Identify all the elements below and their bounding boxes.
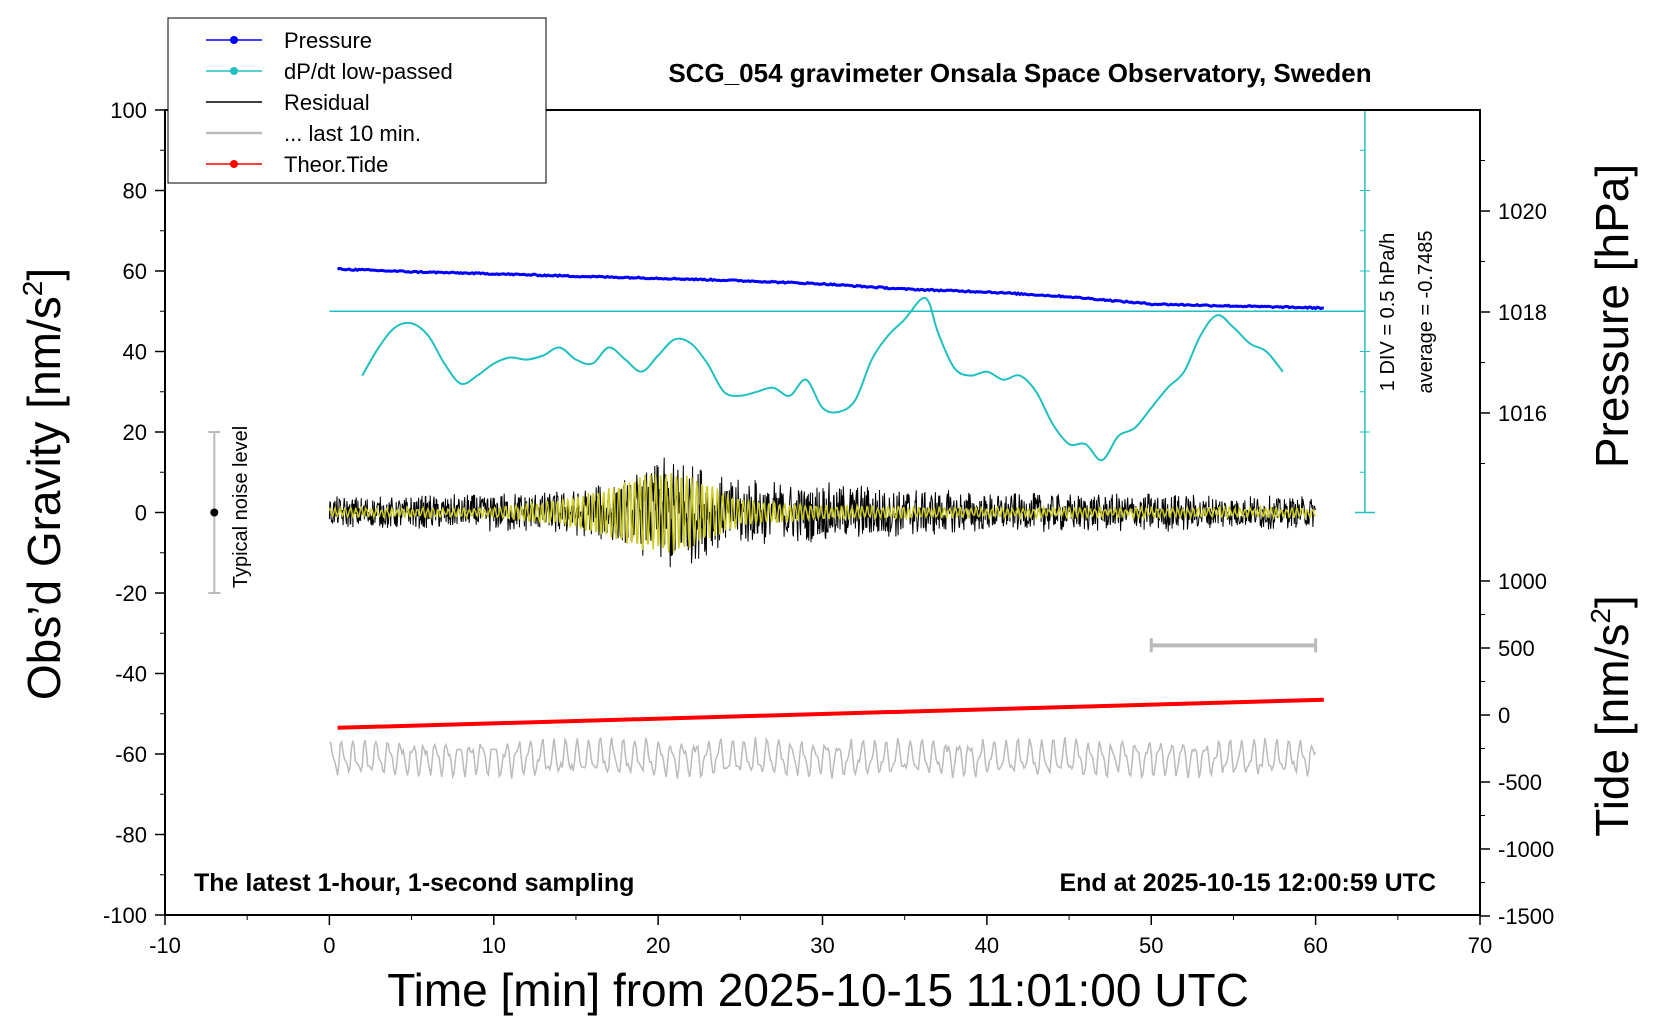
y-tick-label-5: 0 — [135, 501, 147, 526]
y-axis-label-pressure: Pressure [hPa] — [1586, 164, 1638, 468]
y-axis-label-left-main: Obs’d Gravity [nm/s — [18, 296, 70, 700]
tide-tick-label-3: -500 — [1498, 770, 1542, 795]
y-tick-label-9: -80 — [115, 823, 147, 848]
noise-level-label: Typical noise level — [230, 426, 252, 588]
x-tick-label-8: 70 — [1468, 933, 1492, 958]
tide-tick-label-4: -1000 — [1498, 837, 1554, 862]
noise-level-center-dot — [210, 508, 219, 517]
x-tick-label-2: 10 — [482, 933, 506, 958]
series-pressure-line — [336, 266, 1324, 311]
x-tick-label-7: 60 — [1303, 933, 1327, 958]
average-label: average = -0.7485 — [1415, 231, 1437, 394]
div-label: 1 DIV = 0.5 hPa/h — [1377, 233, 1399, 391]
legend-marker-1 — [230, 67, 238, 75]
series-residual-line — [328, 457, 1317, 568]
y-axis-label-tide-tail: ] — [1586, 595, 1638, 608]
legend-label-0: Pressure — [284, 28, 372, 53]
chart-title: SCG_054 gravimeter Onsala Space Observat… — [668, 58, 1371, 88]
legend-label-3: ... last 10 min. — [284, 121, 421, 146]
x-tick-label-4: 30 — [810, 933, 834, 958]
y-tick-label-2: 60 — [123, 259, 147, 284]
y-axis-label-left: Obs’d Gravity [nm/s2] — [17, 268, 70, 700]
x-tick-label-0: -10 — [149, 933, 181, 958]
pressure-tick-label-2: 1020 — [1498, 199, 1547, 224]
annotation-bottom-right: End at 2025-10-15 12:00:59 UTC — [1059, 869, 1436, 897]
series-dpdt-line — [361, 296, 1284, 462]
pressure-tick-label-1: 1018 — [1498, 300, 1547, 325]
y-axis-label-left-tail: ] — [18, 268, 70, 281]
y-tick-label-8: -60 — [115, 742, 147, 767]
legend-marker-0 — [230, 36, 238, 44]
legend-marker-4 — [230, 160, 238, 168]
y-tick-label-1: 80 — [123, 179, 147, 204]
y-axis-label-tide: Tide [nm/s2] — [1585, 595, 1638, 836]
legend-label-1: dP/dt low-passed — [284, 59, 453, 84]
y-axis-label-tide-main: Tide [nm/s — [1586, 624, 1638, 837]
tide-tick-label-5: -1500 — [1498, 904, 1554, 929]
x-tick-label-1: 0 — [323, 933, 335, 958]
axis-ticks: -10 0 10 20 30 40 50 60 70100806040200-20-40-60-… — [103, 98, 1554, 958]
y-tick-label-0: 100 — [110, 98, 147, 123]
legend-label-2: Residual — [284, 90, 370, 115]
x-axis-label: Time [min] from 2025-10-15 11:01:00 UTC — [387, 964, 1249, 1016]
tide-tick-label-0: 1000 — [1498, 569, 1547, 594]
legend: Pressure dP/dt low-passed Residual ... last… — [167, 17, 547, 184]
y-tick-label-6: -20 — [115, 581, 147, 606]
x-tick-label-5: 40 — [975, 933, 999, 958]
legend-box — [167, 17, 547, 184]
y-tick-label-4: 20 — [123, 420, 147, 445]
y-axis-label-tide-sup: 2 — [1585, 608, 1616, 624]
y-axis-label-left-sup: 2 — [17, 281, 48, 297]
series-residual-lowpass-line — [328, 473, 1317, 553]
y-tick-label-3: 40 — [123, 340, 147, 365]
x-tick-label-6: 50 — [1139, 933, 1163, 958]
tide-tick-label-1: 500 — [1498, 636, 1535, 661]
annotation-bottom-left: The latest 1-hour, 1-second sampling — [194, 869, 634, 897]
pressure-tick-label-0: 1016 — [1498, 401, 1547, 426]
series-last-10-min-line — [329, 736, 1317, 780]
x-tick-label-3: 20 — [646, 933, 670, 958]
plot-series — [208, 109, 1375, 780]
y-tick-label-7: -40 — [115, 662, 147, 687]
y-tick-label-10: -100 — [103, 903, 147, 928]
legend-label-4: Theor.Tide — [284, 152, 388, 177]
series-theor-tide-line — [337, 697, 1324, 730]
tide-tick-label-2: 0 — [1498, 703, 1510, 728]
